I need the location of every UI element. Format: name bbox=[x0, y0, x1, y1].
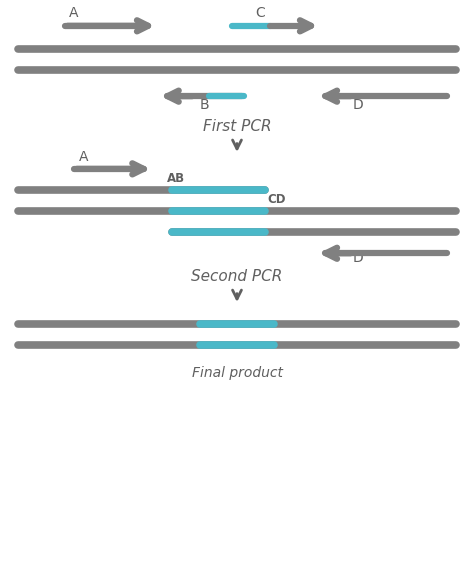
Text: D: D bbox=[353, 251, 364, 265]
Text: First PCR: First PCR bbox=[203, 119, 271, 134]
Text: Final product: Final product bbox=[191, 366, 283, 380]
Text: A: A bbox=[79, 150, 88, 164]
Text: AB: AB bbox=[167, 172, 185, 184]
Text: B: B bbox=[200, 98, 209, 113]
Text: D: D bbox=[353, 98, 364, 113]
Text: CD: CD bbox=[267, 193, 286, 205]
Text: Second PCR: Second PCR bbox=[191, 269, 283, 284]
Text: C: C bbox=[255, 6, 265, 21]
Text: A: A bbox=[69, 6, 79, 21]
